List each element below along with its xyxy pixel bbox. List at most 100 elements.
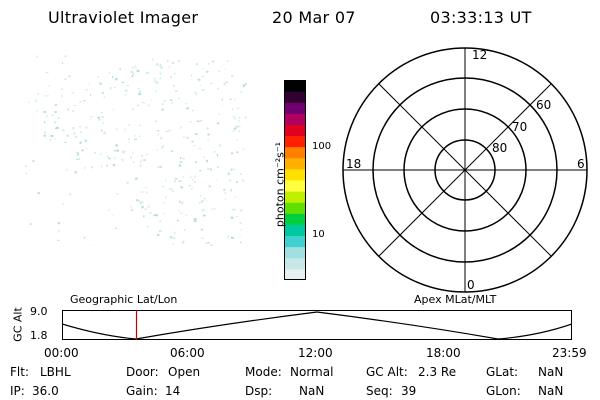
emission-pixel xyxy=(84,167,86,169)
emission-pixel xyxy=(201,68,204,70)
emission-pixel xyxy=(199,202,201,204)
emission-pixel xyxy=(207,242,210,244)
emission-pixel xyxy=(137,69,140,73)
emission-pixel xyxy=(28,101,30,104)
emission-pixel xyxy=(198,120,201,122)
emission-pixel xyxy=(194,91,196,94)
color-bar-stripe xyxy=(284,257,306,270)
emission-pixel xyxy=(57,221,60,225)
emission-pixel xyxy=(230,216,234,219)
timeline-plot[interactable] xyxy=(62,310,572,340)
emission-pixel xyxy=(170,76,172,79)
emission-pixel xyxy=(130,70,134,74)
emission-pixel xyxy=(178,210,180,212)
emission-pixel xyxy=(79,101,81,103)
emission-pixel xyxy=(25,165,28,167)
emission-pixel xyxy=(203,156,205,158)
emission-pixel xyxy=(64,141,67,143)
emission-pixel xyxy=(100,112,103,114)
emission-pixel xyxy=(236,215,238,218)
emission-pixel xyxy=(89,84,91,86)
emission-pixel xyxy=(223,82,226,86)
emission-pixel xyxy=(90,94,91,96)
emission-pixel xyxy=(145,153,148,156)
emission-pixel xyxy=(216,179,218,181)
emission-pixel xyxy=(193,145,196,147)
emission-pixel xyxy=(161,103,164,105)
color-bar-stripe xyxy=(284,180,306,192)
emission-pixel xyxy=(116,193,119,195)
emission-pixel xyxy=(158,230,162,232)
emission-pixel xyxy=(238,130,240,132)
emission-pixel xyxy=(217,87,220,90)
emission-pixel xyxy=(193,218,197,221)
emission-pixel xyxy=(161,185,165,188)
emission-pixel xyxy=(241,178,244,181)
emission-pixel xyxy=(238,125,241,128)
emission-pixel xyxy=(222,105,224,107)
emission-pixel xyxy=(147,104,150,107)
emission-pixel xyxy=(174,177,178,180)
emission-pixel xyxy=(91,166,93,169)
emission-pixel xyxy=(139,160,143,162)
emission-pixel xyxy=(206,159,208,163)
emission-pixel xyxy=(174,180,176,183)
emission-pixel xyxy=(230,168,233,171)
emission-pixel xyxy=(50,134,54,137)
emission-pixel xyxy=(32,160,35,163)
emission-pixel xyxy=(54,104,57,106)
emission-pixel xyxy=(141,155,144,157)
emission-pixel xyxy=(88,82,90,85)
emission-pixel xyxy=(180,212,184,214)
emission-pixel xyxy=(173,73,177,75)
emission-pixel xyxy=(85,126,88,129)
time-tick-1200: 12:00 xyxy=(298,346,333,360)
emission-pixel xyxy=(233,98,236,101)
emission-pixel xyxy=(185,214,188,217)
emission-pixel xyxy=(69,193,72,196)
emission-pixel xyxy=(102,92,104,94)
emission-pixel xyxy=(155,214,158,217)
emission-pixel xyxy=(224,192,227,195)
emission-pixel xyxy=(195,161,197,164)
emission-pixel xyxy=(207,138,209,142)
emission-pixel xyxy=(58,117,60,119)
emission-pixel xyxy=(51,114,54,117)
emission-pixel xyxy=(206,70,209,73)
emission-pixel xyxy=(108,157,111,160)
emission-pixel xyxy=(145,191,149,194)
emission-pixel xyxy=(64,78,67,80)
emission-pixel xyxy=(205,242,208,244)
emission-pixel xyxy=(77,158,81,161)
emission-pixel xyxy=(238,117,240,119)
emission-pixel xyxy=(171,188,173,191)
emission-pixel xyxy=(145,186,148,189)
colorbar-axis-title: photon cm⁻²s⁻¹ xyxy=(273,141,287,228)
emission-pixel xyxy=(44,122,46,124)
emission-pixel xyxy=(119,67,121,71)
emission-pixel xyxy=(80,101,82,103)
emission-pixel xyxy=(168,129,171,132)
emission-pixel xyxy=(106,155,109,158)
emission-pixel xyxy=(200,228,204,231)
emission-pixel xyxy=(139,163,142,166)
emission-pixel xyxy=(232,108,234,111)
color-bar-stripe xyxy=(284,146,306,159)
time-tick-0600: 06:00 xyxy=(170,346,205,360)
dsp-value: NaN xyxy=(299,384,325,398)
emission-pixel xyxy=(206,127,209,130)
emission-pixel xyxy=(169,236,173,239)
emission-pixel xyxy=(189,176,192,178)
emission-pixel xyxy=(233,168,236,171)
emission-pixel xyxy=(243,85,245,88)
emission-pixel xyxy=(132,67,135,69)
emission-pixel xyxy=(163,144,165,147)
emission-pixel xyxy=(54,138,57,140)
emission-pixel xyxy=(141,102,144,104)
emission-pixel xyxy=(197,78,201,81)
emission-pixel xyxy=(180,185,183,188)
emission-pixel xyxy=(201,89,205,91)
emission-pixel xyxy=(154,90,157,93)
emission-pixel xyxy=(191,187,193,190)
emission-pixel xyxy=(159,64,162,67)
